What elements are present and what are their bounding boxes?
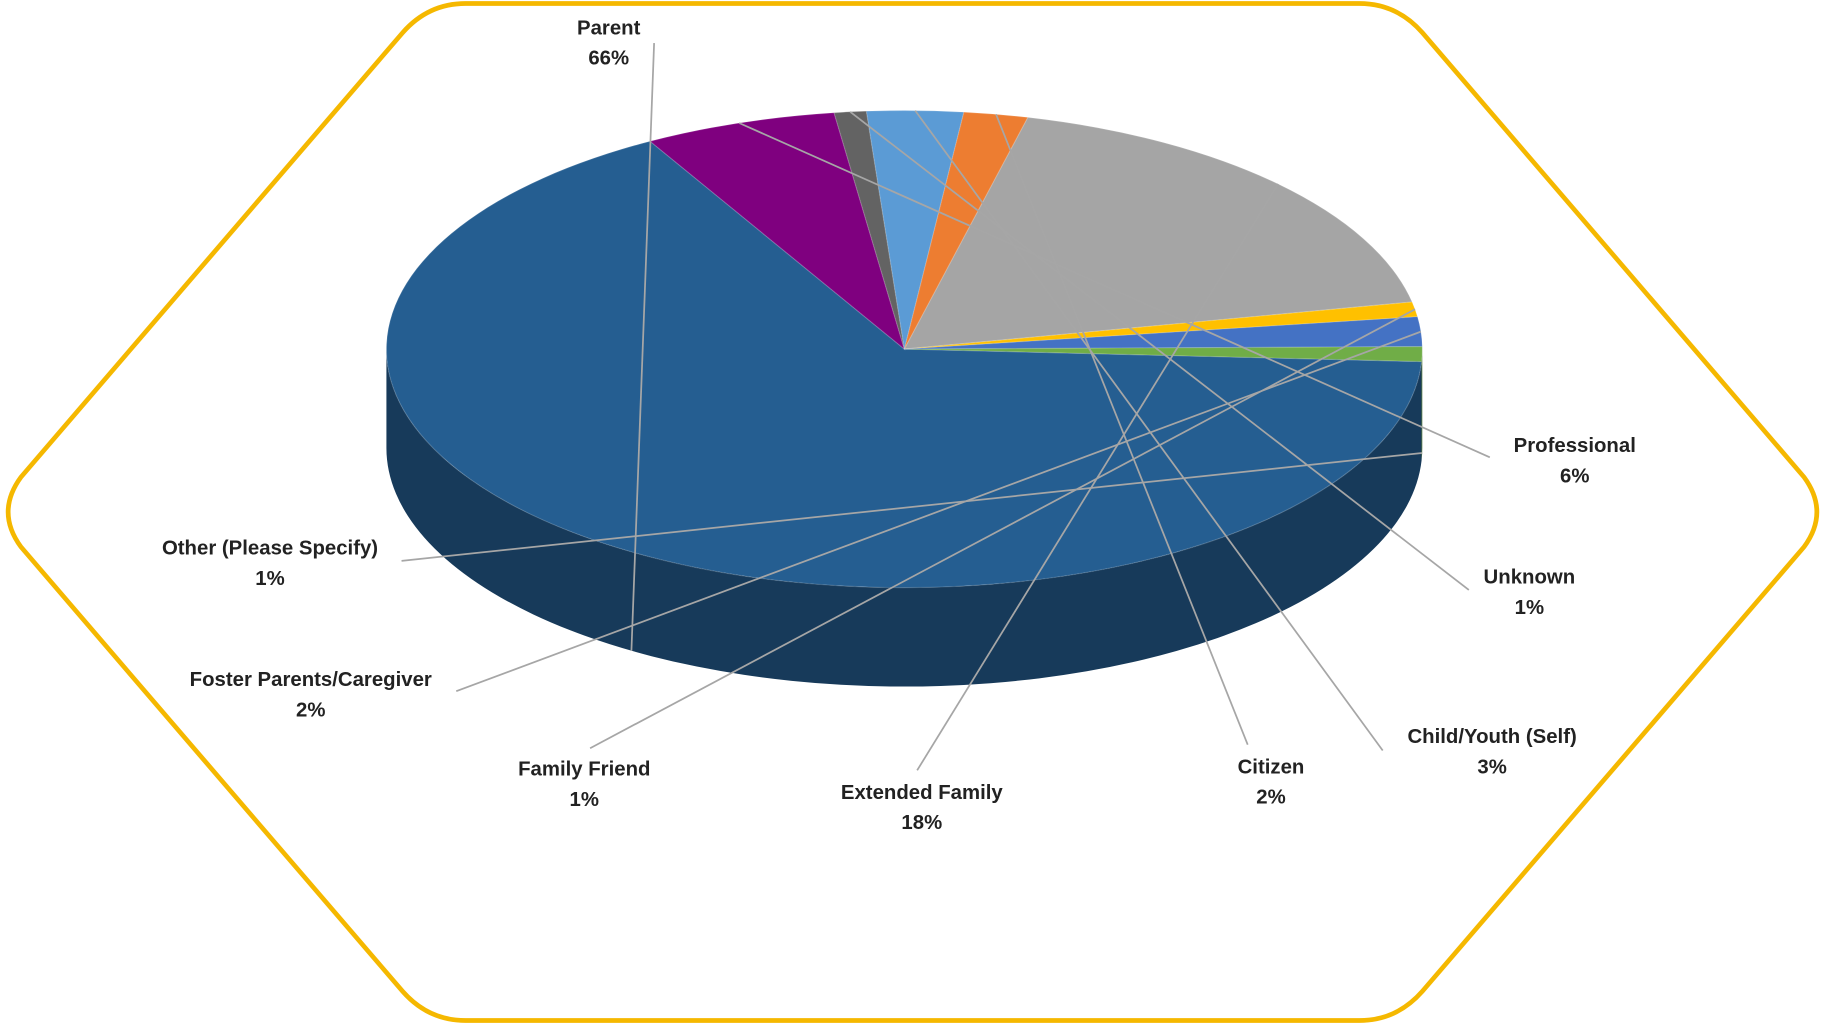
leader-line <box>630 43 655 651</box>
leader-line <box>995 113 1249 746</box>
value-label: 2% <box>1256 787 1285 809</box>
value-label: 6% <box>1560 465 1589 487</box>
slice <box>903 111 1029 350</box>
category-label: Other (Please Specify) <box>162 538 378 560</box>
category-label: Extended Family <box>841 782 1003 804</box>
value-label: 3% <box>1477 756 1506 778</box>
slice-side <box>386 349 1422 687</box>
pie-sides <box>386 349 1423 687</box>
slice <box>385 140 1423 589</box>
value-label: 2% <box>296 699 325 721</box>
value-label: 1% <box>1515 597 1544 619</box>
hexagon-frame <box>5 1 1820 1023</box>
value-label: 1% <box>570 789 599 811</box>
leader-line <box>401 452 1423 562</box>
slice-side <box>1421 349 1423 461</box>
leader-line <box>589 308 1416 749</box>
leader-line <box>849 111 1470 591</box>
slice <box>904 316 1423 350</box>
leader-line <box>916 183 1279 771</box>
leader-line <box>455 330 1422 693</box>
category-label: Unknown <box>1484 567 1576 589</box>
category-label: Professional <box>1514 435 1636 457</box>
leader-line <box>914 110 1384 752</box>
slice <box>865 109 965 350</box>
category-label: Citizen <box>1238 756 1305 778</box>
category-label: Parent <box>577 17 641 39</box>
category-label: Family Friend <box>518 759 650 781</box>
pie-tops <box>385 109 1423 589</box>
value-label: 18% <box>901 812 942 834</box>
category-label: Child/Youth (Self) <box>1407 726 1576 748</box>
value-label: 66% <box>588 48 629 70</box>
labels: Parent 66% Professional 6% Unknown 1% Child/Yo… <box>162 17 1636 834</box>
leader-line <box>738 122 1491 459</box>
value-label: 1% <box>255 568 284 590</box>
category-label: Foster Parents/Caregiver <box>190 669 432 691</box>
